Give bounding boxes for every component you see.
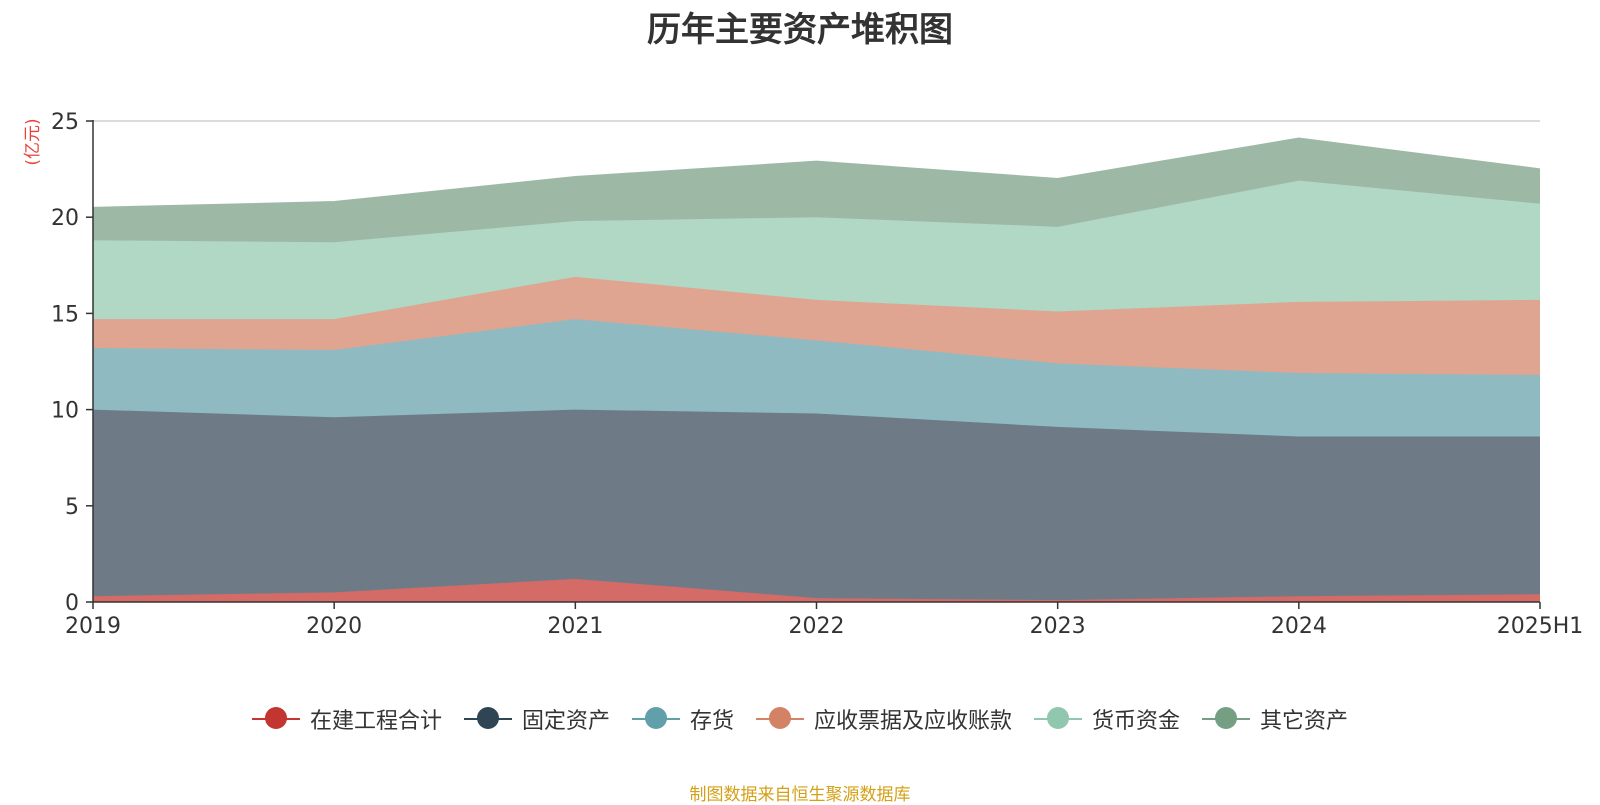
legend-item-1[interactable]: 固定资产 [463, 703, 610, 735]
legend-label: 存货 [689, 709, 734, 734]
chart-title: 历年主要资产堆积图 [647, 10, 953, 50]
x-tick-label: 2021 [547, 614, 603, 639]
legend-label: 货币资金 [1092, 709, 1181, 734]
x-tick-label: 2025H1 [1497, 614, 1584, 639]
legend-marker-icon [463, 707, 512, 731]
legend-item-3[interactable]: 应收票据及应收账款 [756, 703, 1012, 735]
y-tick-label: 15 [51, 302, 79, 327]
legend-item-2[interactable]: 存货 [631, 703, 734, 735]
x-tick-label: 2024 [1271, 614, 1327, 639]
legend-marker-icon [1034, 707, 1083, 731]
area-series-2 [93, 319, 1540, 437]
legend-label: 其它资产 [1260, 709, 1349, 734]
x-tick-label: 2019 [65, 614, 121, 639]
area-series-4 [93, 180, 1540, 320]
legend-item-4[interactable]: 货币资金 [1034, 703, 1180, 735]
legend-label: 应收票据及应收账款 [814, 709, 1013, 734]
legend-marker-icon [251, 707, 300, 731]
axes: 0 5 10 15 20 25 2019 2020 2021 2022 2023 2024 2025H1 [51, 110, 1583, 639]
legend: 在建工程合计 固定资产 存货 应收票据及应收账款 货币资金 其它资产 [0, 703, 1600, 735]
y-axis-unit-label: (亿元) [23, 118, 43, 165]
legend-marker-icon [756, 707, 804, 731]
y-tick-label: 25 [51, 110, 79, 135]
legend-item-0[interactable]: 在建工程合计 [251, 703, 442, 735]
legend-item-5[interactable]: 其它资产 [1202, 703, 1348, 735]
x-tick-label: 2020 [306, 614, 362, 639]
x-tick-label: 2023 [1030, 614, 1086, 639]
area-edge-5 [92, 137, 1541, 209]
legend-label: 固定资产 [521, 709, 610, 734]
legend-label: 在建工程合计 [309, 709, 442, 734]
source-footer: 制图数据来自恒生聚源数据库 [689, 785, 911, 805]
stacked-areas [92, 137, 1541, 602]
legend-marker-icon [631, 707, 680, 731]
x-tick-label: 2022 [789, 614, 845, 639]
y-tick-label: 5 [65, 495, 79, 520]
legend-marker-icon [1202, 707, 1251, 731]
area-series-5 [93, 138, 1540, 243]
y-tick-label: 10 [51, 399, 79, 424]
y-tick-label: 20 [51, 206, 79, 231]
area-series-3 [93, 276, 1540, 375]
area-series-1 [93, 409, 1540, 601]
area-series-0 [93, 578, 1540, 602]
y-tick-label: 0 [65, 591, 79, 616]
